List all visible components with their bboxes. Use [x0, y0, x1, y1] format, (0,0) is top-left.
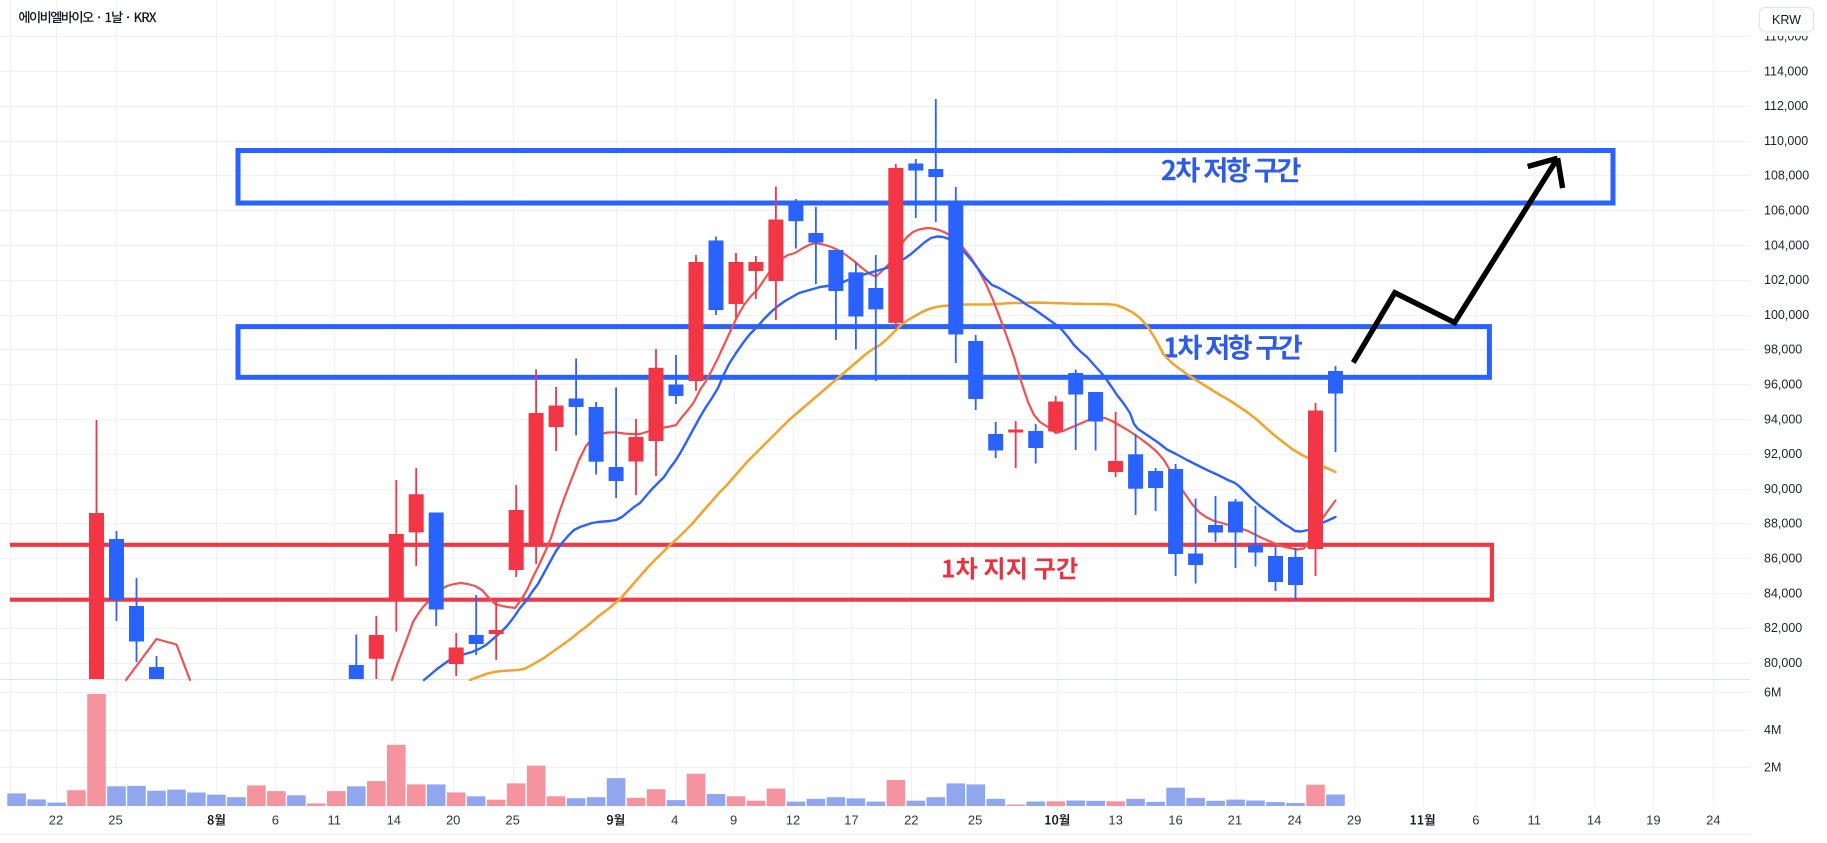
svg-text:6: 6 [272, 813, 279, 828]
svg-text:21: 21 [1228, 813, 1242, 828]
svg-text:86,000: 86,000 [1764, 552, 1802, 566]
svg-text:88,000: 88,000 [1764, 517, 1802, 531]
svg-text:112,000: 112,000 [1764, 99, 1808, 113]
svg-text:6: 6 [1472, 813, 1479, 828]
svg-text:20: 20 [446, 813, 460, 828]
svg-text:KRW: KRW [1772, 13, 1801, 27]
svg-text:22: 22 [49, 813, 63, 828]
svg-text:80,000: 80,000 [1764, 656, 1802, 670]
svg-text:92,000: 92,000 [1764, 447, 1802, 461]
svg-text:13: 13 [1108, 813, 1122, 828]
svg-text:100,000: 100,000 [1764, 308, 1809, 322]
svg-text:19: 19 [1646, 813, 1660, 828]
svg-text:22: 22 [904, 813, 918, 828]
svg-text:82,000: 82,000 [1764, 621, 1802, 635]
svg-text:25: 25 [968, 813, 982, 828]
svg-text:84,000: 84,000 [1764, 586, 1802, 600]
svg-text:94,000: 94,000 [1764, 412, 1802, 426]
svg-text:17: 17 [844, 813, 858, 828]
svg-text:4M: 4M [1764, 723, 1781, 737]
svg-text:106,000: 106,000 [1764, 204, 1809, 218]
svg-text:11: 11 [328, 813, 342, 828]
svg-text:90,000: 90,000 [1764, 482, 1802, 496]
svg-text:16: 16 [1168, 813, 1182, 828]
svg-text:110,000: 110,000 [1764, 134, 1808, 148]
svg-text:104,000: 104,000 [1764, 238, 1809, 252]
svg-text:96,000: 96,000 [1764, 378, 1802, 392]
svg-text:25: 25 [505, 813, 519, 828]
svg-text:4: 4 [671, 813, 678, 828]
svg-text:98,000: 98,000 [1764, 343, 1802, 357]
svg-text:25: 25 [108, 813, 122, 828]
svg-text:29: 29 [1347, 813, 1361, 828]
svg-text:24: 24 [1706, 813, 1720, 828]
svg-text:2M: 2M [1764, 761, 1781, 775]
svg-text:114,000: 114,000 [1764, 64, 1808, 78]
svg-text:11: 11 [1527, 813, 1541, 828]
svg-text:12: 12 [786, 813, 800, 828]
svg-text:24: 24 [1287, 813, 1301, 828]
svg-text:108,000: 108,000 [1764, 169, 1809, 183]
svg-text:102,000: 102,000 [1764, 273, 1809, 287]
svg-text:14: 14 [1587, 813, 1601, 828]
svg-text:6M: 6M [1764, 685, 1781, 699]
svg-text:9: 9 [730, 813, 737, 828]
svg-text:14: 14 [387, 813, 401, 828]
